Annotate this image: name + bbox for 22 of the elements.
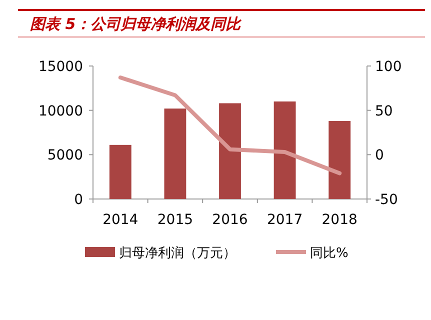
y-tick-label: 15000 [38, 59, 83, 75]
legend-label: 归母净利润（万元） [119, 246, 236, 261]
y2-tick-label: 100 [375, 59, 402, 75]
bar [274, 101, 296, 199]
bar [328, 120, 351, 199]
y-tick-label: 10000 [38, 103, 83, 120]
y2-tick-label: 0 [375, 148, 384, 164]
legend-label: 同比% [310, 246, 348, 261]
y2-tick-label: 50 [375, 103, 393, 120]
bar [109, 144, 132, 199]
bar [219, 103, 241, 199]
bar [164, 108, 186, 199]
x-tick-label: 2015 [157, 212, 194, 228]
chart-title: 图表 5：公司归母净利润及同比 [30, 15, 243, 33]
y-tick-label: 0 [74, 192, 83, 208]
x-tick-label: 2017 [266, 212, 303, 228]
y2-tick-label: -50 [375, 192, 398, 208]
line-series [118, 76, 342, 176]
x-tick-label: 2014 [102, 212, 138, 228]
y-tick-label: 5000 [47, 148, 83, 164]
x-tick-label: 2018 [322, 212, 358, 228]
x-tick-label: 2016 [212, 212, 248, 228]
